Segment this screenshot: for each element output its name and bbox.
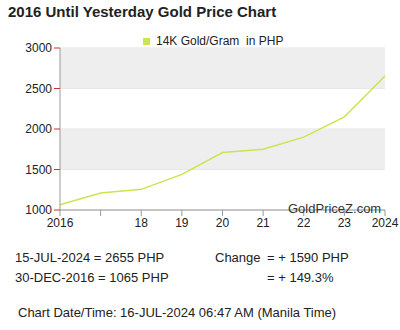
svg-text:2016: 2016 — [47, 216, 74, 230]
html-text:15-JUL-2024 = 2655 PHP: 15-JUL-2024 = 2655 PHP — [15, 250, 165, 265]
html-text:Change: Change — [215, 250, 261, 265]
svg-text:18: 18 — [135, 216, 149, 230]
svg-text:23: 23 — [338, 216, 352, 230]
svg-text:2000: 2000 — [25, 122, 52, 136]
svg-text:2024: 2024 — [372, 216, 392, 230]
svg-text:20: 20 — [216, 216, 230, 230]
svg-text:22: 22 — [297, 216, 311, 230]
svg-text:19: 19 — [175, 216, 189, 230]
html-text:Chart Date/Time: 16-JUL-2024 0: Chart Date/Time: 16-JUL-2024 06:47 AM (M… — [18, 305, 337, 320]
html-text:= + 149.3%: = + 149.3% — [267, 270, 334, 285]
html-text:GoldPriceZ.com: GoldPriceZ.com — [288, 201, 382, 216]
html-text:= + 1590 PHP: = + 1590 PHP — [267, 250, 349, 265]
svg-text:3000: 3000 — [25, 41, 52, 55]
svg-text:2500: 2500 — [25, 82, 52, 96]
html-text:2016 Until Yesterday Gold Pric: 2016 Until Yesterday Gold Price Chart — [8, 3, 277, 20]
html-text:30-DEC-2016 = 1065 PHP: 30-DEC-2016 = 1065 PHP — [15, 270, 169, 285]
svg-text:1000: 1000 — [25, 203, 52, 217]
svg-text:1500: 1500 — [25, 163, 52, 177]
html-text:14K Gold/Gram in PHP: 14K Gold/Gram in PHP — [156, 34, 284, 48]
svg-text:21: 21 — [256, 216, 270, 230]
